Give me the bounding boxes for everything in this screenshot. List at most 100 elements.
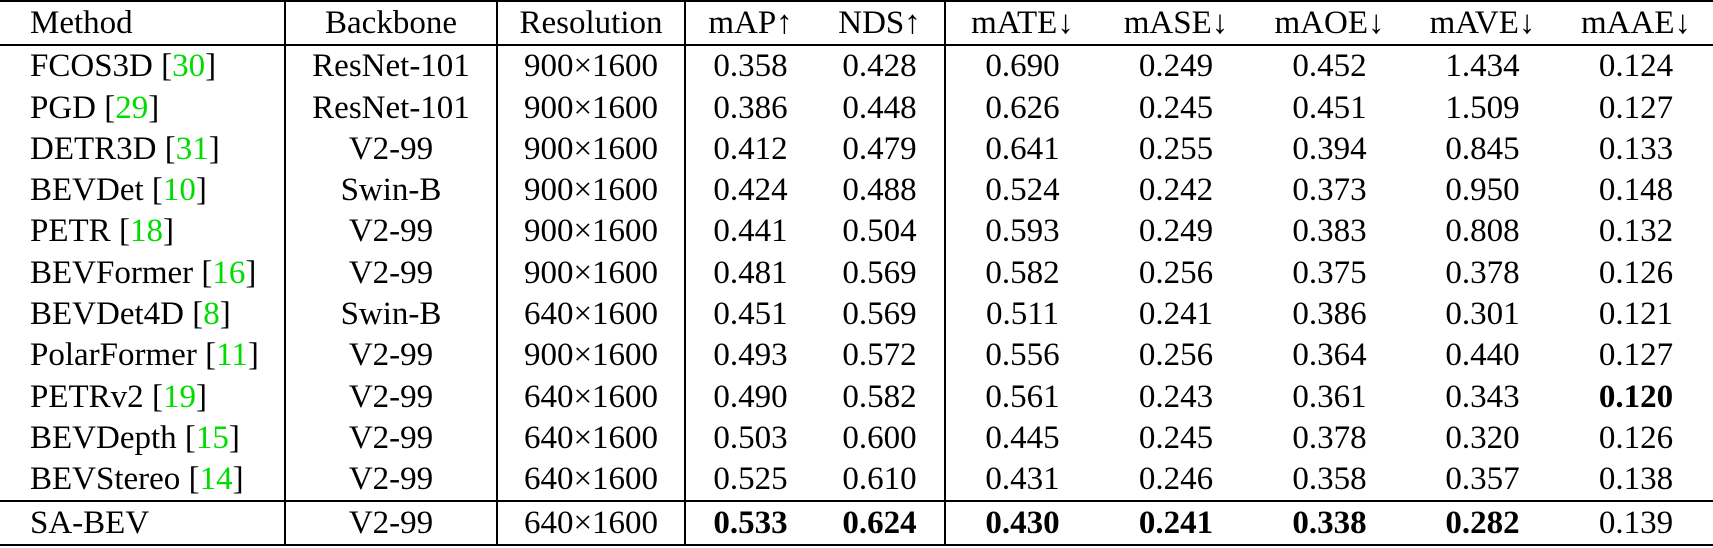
citation-link[interactable]: 11 bbox=[216, 337, 248, 374]
cell-mate: 0.524 bbox=[985, 172, 1060, 209]
cell-map: 0.358 bbox=[713, 48, 788, 85]
cell-mave: 0.343 bbox=[1445, 378, 1520, 415]
cell-mase: 0.241 bbox=[1138, 295, 1214, 332]
cell-nds: 0.428 bbox=[815, 45, 946, 88]
table-row-detr3d: DETR3D [31] V2-99 900×1600 0.412 0.479 0.641 0… bbox=[0, 128, 1713, 170]
cell-mate: 0.690 bbox=[985, 48, 1060, 85]
table-row-bevformer: BEVFormer [16] V2-99 900×1600 0.481 0.569 0.5… bbox=[0, 252, 1713, 294]
table-row-sa-bev: SA-BEV V2-99 640×1600 0.533 0.624 0.430 0.241 0… bbox=[0, 501, 1713, 545]
cell-mase: 0.245 bbox=[1138, 89, 1214, 126]
column-header-maae: mAAE↓ bbox=[1581, 4, 1691, 41]
cell-resolution: 640×1600 bbox=[497, 501, 686, 545]
column-header-mave: mAVE↓ bbox=[1429, 4, 1536, 41]
citation-link[interactable]: 16 bbox=[212, 254, 246, 291]
cell-maae: 0.121 bbox=[1598, 295, 1674, 332]
table-row-bevdet4d: BEVDet4D [8] Swin-B 640×1600 0.451 0.569 0.51… bbox=[0, 293, 1713, 336]
cell-mate: 0.582 bbox=[985, 254, 1060, 291]
cell-mase: 0.249 bbox=[1138, 48, 1214, 85]
cell-backbone: ResNet-101 bbox=[285, 87, 498, 129]
table-row-pgd: PGD [29] ResNet-101 900×1600 0.386 0.448 0.62… bbox=[0, 87, 1713, 129]
cell-resolution: 640×1600 bbox=[497, 417, 686, 459]
cell-method: SA-BEV bbox=[0, 501, 286, 545]
cell-maoe: 0.378 bbox=[1292, 419, 1367, 456]
cell-mase: 0.243 bbox=[1138, 378, 1214, 415]
cell-nds: 0.569 bbox=[815, 293, 946, 336]
cell-nds: 0.572 bbox=[815, 335, 946, 377]
method-name: PGD bbox=[30, 89, 97, 126]
citation-link[interactable]: 10 bbox=[162, 172, 196, 209]
cell-method: BEVStereo [14] bbox=[0, 458, 286, 502]
cell-map: 0.490 bbox=[713, 378, 788, 415]
cell-resolution: 640×1600 bbox=[497, 293, 686, 336]
cell-map: 0.481 bbox=[713, 254, 788, 291]
cell-maoe: 0.386 bbox=[1292, 295, 1367, 332]
cell-maae: 0.132 bbox=[1598, 213, 1674, 250]
cell-resolution: 900×1600 bbox=[497, 169, 686, 212]
method-name: PolarFormer bbox=[30, 337, 197, 374]
cell-maoe: 0.375 bbox=[1292, 254, 1367, 291]
citation-link[interactable]: 14 bbox=[199, 461, 233, 498]
cell-mase: 0.255 bbox=[1138, 130, 1214, 167]
cell-mate: 0.561 bbox=[985, 378, 1060, 415]
cell-mate: 0.430 bbox=[985, 504, 1060, 541]
cell-nds: 0.624 bbox=[815, 501, 946, 545]
column-header-mate: mATE↓ bbox=[971, 4, 1074, 41]
cell-method: PETR [18] bbox=[0, 211, 286, 253]
cell-maae: 0.126 bbox=[1598, 254, 1674, 291]
method-name: DETR3D bbox=[30, 130, 157, 167]
cell-maoe: 0.358 bbox=[1292, 461, 1367, 498]
cell-mave: 0.357 bbox=[1445, 461, 1520, 498]
cell-mate: 0.593 bbox=[985, 213, 1060, 250]
cell-method: PolarFormer [11] bbox=[0, 335, 286, 377]
cell-backbone: Swin-B bbox=[285, 169, 498, 212]
cell-mave: 0.950 bbox=[1445, 172, 1520, 209]
cell-method: BEVDepth [15] bbox=[0, 417, 286, 459]
citation-link[interactable]: 8 bbox=[203, 295, 220, 332]
table-row-fcos3d: FCOS3D [30] ResNet-101 900×1600 0.358 0.428 0… bbox=[0, 45, 1713, 88]
cell-resolution: 900×1600 bbox=[497, 87, 686, 129]
column-header-mase: mASE↓ bbox=[1123, 4, 1229, 41]
method-name: BEVStereo bbox=[30, 461, 181, 498]
citation-link[interactable]: 30 bbox=[172, 48, 206, 85]
cell-mave: 0.845 bbox=[1445, 130, 1520, 167]
method-name: PETRv2 bbox=[30, 378, 144, 415]
cell-map: 0.412 bbox=[713, 130, 788, 167]
citation-link[interactable]: 15 bbox=[195, 419, 229, 456]
citation-link[interactable]: 19 bbox=[162, 378, 196, 415]
cell-mave: 1.434 bbox=[1445, 48, 1520, 85]
cell-map: 0.493 bbox=[713, 337, 788, 374]
cell-maoe: 0.364 bbox=[1292, 337, 1367, 374]
citation-link[interactable]: 31 bbox=[175, 130, 209, 167]
cell-method: DETR3D [31] bbox=[0, 128, 286, 170]
cell-backbone: V2-99 bbox=[285, 211, 498, 253]
cell-nds: 0.610 bbox=[815, 458, 946, 502]
cell-nds: 0.448 bbox=[815, 87, 946, 129]
cell-backbone: Swin-B bbox=[285, 293, 498, 336]
cell-map: 0.441 bbox=[713, 213, 788, 250]
cell-maoe: 0.361 bbox=[1292, 378, 1367, 415]
cell-mave: 0.440 bbox=[1445, 337, 1520, 374]
cell-method: PGD [29] bbox=[0, 87, 286, 129]
cell-mave: 0.378 bbox=[1445, 254, 1520, 291]
cell-backbone: V2-99 bbox=[285, 335, 498, 377]
cell-maae: 0.126 bbox=[1598, 419, 1674, 456]
method-name: BEVFormer bbox=[30, 254, 194, 291]
cell-maae: 0.139 bbox=[1598, 504, 1674, 541]
table-row-petrv2: PETRv2 [19] V2-99 640×1600 0.490 0.582 0.561 0… bbox=[0, 376, 1713, 418]
cell-method: BEVFormer [16] bbox=[0, 252, 286, 294]
citation-link[interactable]: 18 bbox=[129, 213, 163, 250]
cell-backbone: V2-99 bbox=[285, 417, 498, 459]
cell-maae: 0.124 bbox=[1598, 48, 1674, 85]
cell-maae: 0.127 bbox=[1598, 89, 1674, 126]
cell-maae: 0.138 bbox=[1598, 461, 1674, 498]
cell-mave: 0.282 bbox=[1445, 504, 1520, 541]
cell-mave: 0.301 bbox=[1445, 295, 1520, 332]
cell-mate: 0.431 bbox=[985, 461, 1060, 498]
cell-map: 0.451 bbox=[713, 295, 788, 332]
cell-mate: 0.511 bbox=[985, 295, 1060, 332]
table-body: FCOS3D [30] ResNet-101 900×1600 0.358 0.428 0… bbox=[0, 45, 1713, 545]
cell-maae: 0.127 bbox=[1598, 337, 1674, 374]
column-header-backbone: Backbone bbox=[285, 1, 498, 45]
cell-mate: 0.556 bbox=[985, 337, 1060, 374]
citation-link[interactable]: 29 bbox=[115, 89, 149, 126]
